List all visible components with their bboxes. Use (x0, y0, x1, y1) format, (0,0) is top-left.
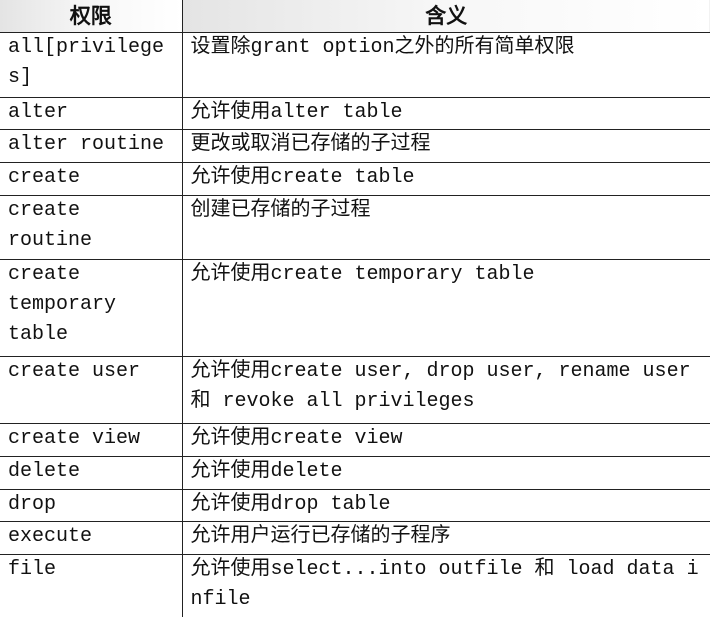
privilege-cell: create routine (0, 195, 183, 260)
privilege-cell: create view (0, 423, 183, 457)
privilege-cell: file (0, 554, 183, 617)
meaning-cell: 创建已存储的子过程 (181, 195, 710, 260)
meaning-cell: 设置除grant option之外的所有简单权限 (181, 32, 710, 98)
meaning-cell: 允许用户运行已存储的子程序 (181, 521, 710, 555)
table-row: execute 允许用户运行已存储的子程序 (0, 521, 710, 555)
meaning-cell: 允许使用create temporary table (181, 259, 710, 357)
meaning-cell: 允许使用create view (181, 423, 710, 457)
table-row: alter routine 更改或取消已存储的子过程 (0, 129, 710, 163)
header-cell: 含义 (181, 0, 710, 33)
table-row: all[privileges] 设置除grant option之外的所有简单权限 (0, 32, 710, 98)
privilege-cell: alter (0, 97, 183, 130)
table-body: all[privileges] 设置除grant option之外的所有简单权限 a… (0, 32, 710, 617)
header-cell: 权限 (0, 0, 183, 33)
table-row: file 允许使用select...into outfile 和 load dat… (0, 554, 710, 617)
privilege-cell: alter routine (0, 129, 183, 163)
meaning-cell: 允许使用create user, drop user, rename user … (181, 356, 710, 424)
table-row: create user 允许使用create user, drop user, r… (0, 356, 710, 424)
table-row: drop 允许使用drop table (0, 489, 710, 522)
meaning-cell: 允许使用alter table (181, 97, 710, 130)
meaning-cell: 允许使用select...into outfile 和 load data in… (181, 554, 710, 617)
meaning-cell: 允许使用create table (181, 162, 710, 196)
meaning-cell: 允许使用delete (181, 456, 710, 490)
privilege-cell: execute (0, 521, 183, 555)
privilege-cell: all[privileges] (0, 32, 183, 98)
table-row: create 允许使用create table (0, 162, 710, 196)
table-row: alter 允许使用alter table (0, 97, 710, 130)
privilege-cell: create temporary table (0, 259, 183, 357)
privilege-cell: drop (0, 489, 183, 522)
privilege-cell: create (0, 162, 183, 196)
table-row: delete 允许使用delete (0, 456, 710, 490)
privilege-cell: delete (0, 456, 183, 490)
table-row: create view 允许使用create view (0, 423, 710, 457)
meaning-cell: 允许使用drop table (181, 489, 710, 522)
privilege-cell: create user (0, 356, 183, 424)
header-row: 权限 含义 (0, 0, 710, 33)
table-row: create temporary table 允许使用create tempora… (0, 259, 710, 357)
table-row: create routine 创建已存储的子过程 (0, 195, 710, 260)
meaning-cell: 更改或取消已存储的子过程 (181, 129, 710, 163)
